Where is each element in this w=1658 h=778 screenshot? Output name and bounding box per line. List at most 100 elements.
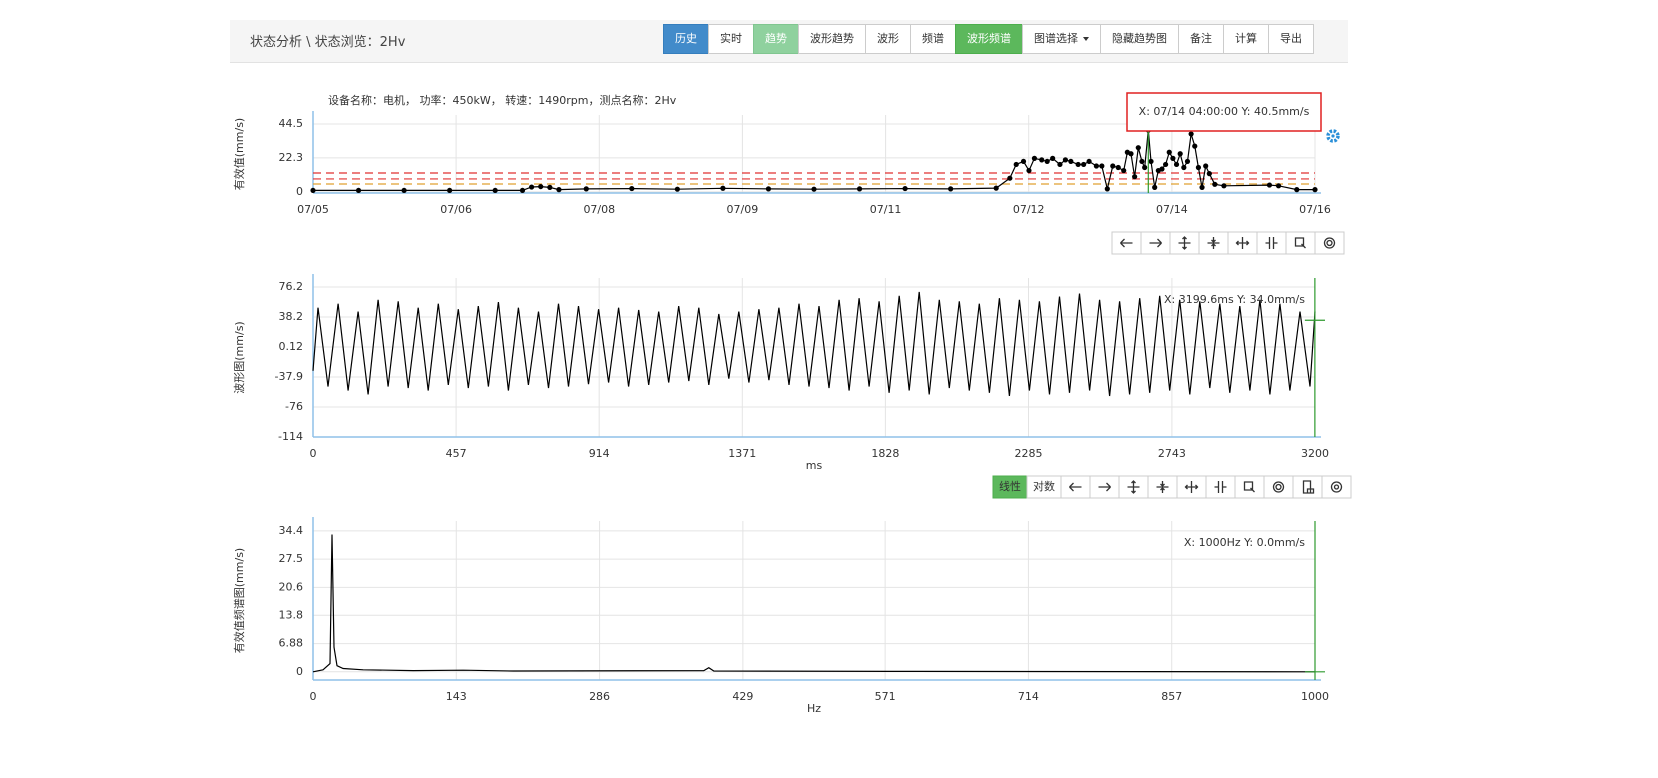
toolbar-icon <box>1069 482 1082 492</box>
toolbar-button[interactable] <box>1263 475 1294 499</box>
data-point <box>492 187 498 194</box>
data-point <box>902 185 908 192</box>
y-axis-title: 有效值(mm/s) <box>232 118 246 190</box>
data-point <box>1173 161 1180 168</box>
toolbar-icon <box>1156 481 1169 493</box>
tab-button[interactable]: 波形频谱 <box>955 24 1023 54</box>
x-tick-label: 2285 <box>1014 447 1042 460</box>
series-line <box>312 534 1316 673</box>
data-point <box>447 187 453 194</box>
data-point <box>1148 158 1154 165</box>
toolbar-icon <box>1323 237 1336 249</box>
header: 状态分析 \ 状态浏览：2Hv 历史 实时 趋势 波形趋势 波形 频谱 波形频谱 图谱选择 隐藏… <box>230 20 1348 63</box>
x-tick-label: 07/12 <box>1013 203 1045 216</box>
settings-icon[interactable] <box>1326 129 1340 143</box>
y-tick-label: 76.2 <box>279 280 304 293</box>
x-tick-label: 914 <box>589 447 610 460</box>
toolbar-icon <box>1294 237 1306 249</box>
x-tick-label: 0 <box>310 690 317 703</box>
data-point <box>519 187 526 194</box>
toolbar-icon <box>1243 481 1255 493</box>
data-point <box>1142 164 1148 171</box>
toolbar-button[interactable] <box>1285 231 1316 255</box>
chart-info: 设备名称：电机， 功率：450kW， 转速：1490rpm，测点名称：2Hv <box>328 93 677 107</box>
data-point <box>674 186 680 192</box>
data-point <box>1062 157 1069 163</box>
toolbar-icon <box>1178 236 1191 250</box>
data-point <box>1039 157 1045 163</box>
data-point <box>1184 158 1191 165</box>
tab-button[interactable]: 波形趋势 <box>798 24 866 54</box>
toolbar-icon <box>1330 481 1343 493</box>
y-tick-label: 6.88 <box>279 637 304 650</box>
x-tick-label: 1371 <box>728 447 756 460</box>
tab-button[interactable]: 备注 <box>1178 24 1224 54</box>
y-tick-label: 27.5 <box>279 552 304 565</box>
button-group: 历史 实时 趋势 波形趋势 波形 频谱 波形频谱 图谱选择 隐藏趋势图 备注 计算 导出 <box>663 24 1314 54</box>
tab-button[interactable]: 频谱 <box>910 24 956 54</box>
toolbar-button[interactable] <box>1234 475 1265 499</box>
data-point <box>993 185 999 191</box>
data-point <box>538 183 544 190</box>
y-tick-label: 0 <box>296 185 303 198</box>
data-point <box>765 186 772 192</box>
data-point <box>1081 161 1087 168</box>
tab-button[interactable]: 历史 <box>663 24 709 54</box>
data-point <box>1266 182 1273 188</box>
x-tick-label: 429 <box>732 690 753 703</box>
data-point <box>948 186 954 192</box>
data-point <box>1128 151 1134 157</box>
data-point <box>811 186 817 192</box>
x-tick-label: 714 <box>1018 690 1039 703</box>
data-point <box>529 184 535 190</box>
data-point <box>1135 145 1141 151</box>
tab-button[interactable]: 隐藏趋势图 <box>1100 24 1179 54</box>
x-tick-label: 07/14 <box>1156 203 1188 216</box>
toolbar-label: 对数 <box>1033 479 1055 493</box>
tab-button[interactable]: 实时 <box>708 24 754 54</box>
tab-button[interactable]: 导出 <box>1268 24 1314 54</box>
y-tick-label: 44.5 <box>279 117 304 130</box>
data-point <box>1121 167 1127 174</box>
data-point <box>310 187 316 194</box>
data-point <box>1275 183 1282 189</box>
data-point <box>1294 187 1300 193</box>
tab-button[interactable]: 波形 <box>865 24 911 54</box>
series-line <box>312 291 1316 397</box>
data-point <box>1195 164 1202 171</box>
toolbar-button[interactable] <box>1292 475 1323 499</box>
toolbar-button[interactable] <box>1314 231 1345 255</box>
toolbar-icon <box>1207 237 1220 249</box>
data-point <box>1050 155 1056 161</box>
x-tick-label: 1828 <box>871 447 899 460</box>
data-point <box>1013 161 1019 168</box>
toolbar-button[interactable] <box>1205 475 1236 499</box>
tab-button[interactable]: 计算 <box>1223 24 1269 54</box>
toolbar-button[interactable] <box>1256 231 1287 255</box>
toolbar-icon <box>1272 481 1285 493</box>
data-point <box>556 187 562 193</box>
settings-icon-hub <box>1331 134 1335 138</box>
toolbar-button[interactable] <box>1321 475 1352 499</box>
data-point <box>1110 163 1116 169</box>
data-point <box>1020 158 1027 165</box>
tab-button[interactable]: 趋势 <box>753 24 799 54</box>
y-axis-title: 有效值频谱图(mm/s) <box>232 548 246 653</box>
toolbar-icon <box>1127 480 1140 494</box>
toolbar-icon <box>1184 481 1199 493</box>
y-tick-label: 0.12 <box>279 340 304 353</box>
data-point <box>583 186 589 192</box>
tooltip-box <box>1126 92 1322 132</box>
y-tick-label: 13.8 <box>279 608 304 621</box>
data-point <box>1170 155 1176 161</box>
data-point <box>1159 166 1165 172</box>
y-tick-label: -114 <box>278 430 303 443</box>
x-tick-label: 07/05 <box>297 203 329 216</box>
data-point <box>1099 163 1105 169</box>
data-point <box>1044 158 1050 165</box>
x-tick-label: 1000 <box>1301 690 1329 703</box>
y-tick-label: 0 <box>296 665 303 678</box>
y-tick-label: -76 <box>285 400 303 413</box>
x-tick-label: 0 <box>310 447 317 460</box>
